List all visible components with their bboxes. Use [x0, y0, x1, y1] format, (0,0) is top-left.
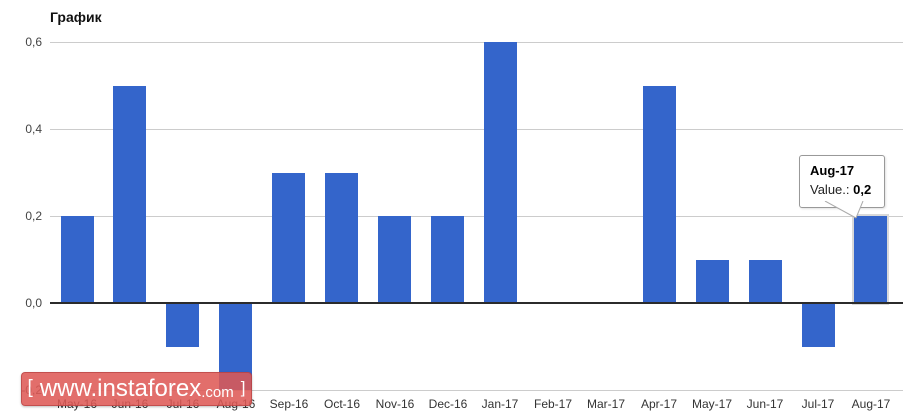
tooltip-category: Aug-17 — [810, 163, 855, 178]
bar-apr-17[interactable] — [643, 85, 676, 303]
tooltip-value: 0,2 — [853, 181, 872, 197]
x-axis-label: Jun-17 — [746, 397, 784, 411]
x-axis-label: May-17 — [691, 397, 732, 411]
x-axis-label: Feb-17 — [533, 397, 573, 411]
y-axis-label: 0,2 — [25, 209, 42, 223]
bar-may-17[interactable] — [696, 259, 729, 303]
bar-may-16[interactable] — [61, 216, 94, 303]
x-axis-label: Apr-17 — [640, 397, 678, 411]
x-axis-label: Mar-17 — [586, 397, 625, 411]
bar-sep-16[interactable] — [272, 172, 305, 303]
x-axis-label: Oct-16 — [323, 397, 360, 411]
tooltip: Aug-17 Value.: 0,2 — [799, 155, 885, 208]
x-axis-label: Dec-16 — [428, 397, 468, 411]
tooltip-value-label: Value.: — [810, 181, 850, 197]
bar-oct-16[interactable] — [325, 172, 358, 303]
bar-aug-17[interactable] — [854, 216, 887, 303]
gridline — [50, 216, 903, 217]
watermark-domain: www.instaforex — [39, 375, 202, 402]
bar-dec-16[interactable] — [431, 216, 464, 303]
x-axis-label: Aug-17 — [851, 397, 891, 411]
instaforex-watermark: [ www.instaforex .com ] — [21, 372, 252, 406]
y-axis-label: 0,6 — [25, 35, 42, 49]
gridline — [50, 390, 903, 391]
watermark-bracket-left: [ — [27, 377, 33, 398]
bar-jun-16[interactable] — [113, 85, 146, 303]
bar-jul-17[interactable] — [802, 303, 835, 347]
x-axis-label: Nov-16 — [375, 397, 415, 411]
x-axis-label: Jul-17 — [801, 397, 835, 411]
y-axis-label: 0,4 — [25, 122, 42, 136]
watermark-bracket-right: ] — [240, 378, 246, 397]
x-axis-label: Jan-17 — [481, 397, 519, 411]
x-axis-zero-line — [50, 302, 903, 304]
bar-nov-16[interactable] — [378, 216, 411, 303]
bar-jan-17[interactable] — [484, 42, 517, 303]
gridline — [50, 129, 903, 130]
chart-title: График — [50, 9, 102, 25]
bar-jul-16[interactable] — [166, 303, 199, 347]
tooltip-value-row: Value.: 0,2 — [810, 181, 874, 200]
tooltip-pointer — [824, 201, 864, 219]
gridline — [50, 42, 903, 43]
watermark-tld: .com — [201, 383, 234, 401]
bar-jun-17[interactable] — [749, 259, 782, 303]
x-axis-label: Sep-16 — [269, 397, 309, 411]
y-axis-label: 0,0 — [25, 296, 42, 310]
